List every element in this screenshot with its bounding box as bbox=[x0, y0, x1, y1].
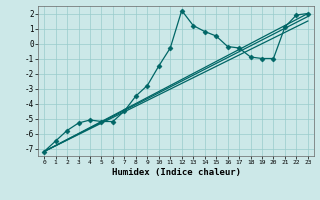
X-axis label: Humidex (Indice chaleur): Humidex (Indice chaleur) bbox=[111, 168, 241, 177]
